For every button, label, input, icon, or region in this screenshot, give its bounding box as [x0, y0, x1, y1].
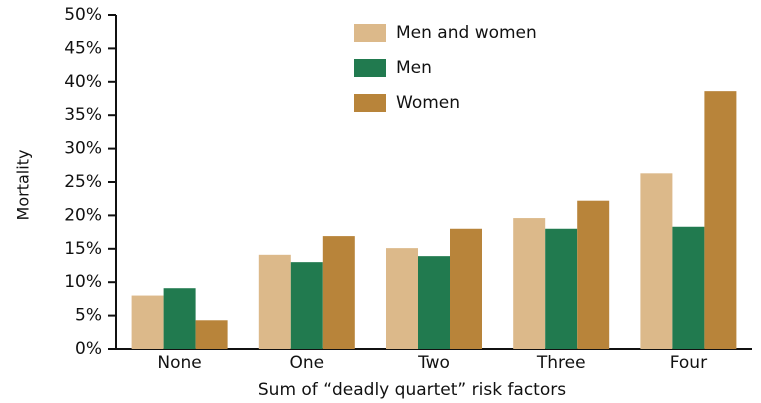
y-tick-label: 5% — [75, 306, 102, 326]
bar — [545, 228, 578, 349]
y-tick-label: 35% — [64, 105, 102, 125]
legend-swatch — [354, 24, 386, 42]
x-axis-title: Sum of “deadly quartet” risk factors — [258, 380, 566, 400]
legend-label: Women — [396, 93, 460, 113]
bar — [195, 320, 228, 349]
y-tick-label: 0% — [75, 339, 102, 359]
bar — [450, 228, 482, 349]
x-tick-label: Four — [670, 353, 707, 373]
legend-label: Men and women — [396, 23, 537, 43]
x-tick-label: Three — [536, 353, 586, 373]
y-tick-label: 50% — [64, 5, 102, 25]
y-tick-label: 40% — [64, 72, 102, 92]
y-tick-label: 25% — [64, 172, 102, 192]
bar — [131, 295, 164, 349]
x-tick-label: One — [289, 353, 324, 373]
bar — [513, 218, 546, 349]
x-tick-label: None — [157, 353, 201, 373]
bar — [418, 256, 450, 349]
bar — [163, 288, 196, 349]
legend-label: Men — [396, 58, 432, 78]
bar — [290, 262, 323, 349]
legend-swatch — [354, 59, 386, 77]
y-axis-title: Mortality — [14, 150, 33, 221]
bar — [704, 91, 737, 349]
y-tick-label: 45% — [64, 38, 102, 58]
bar — [640, 173, 673, 349]
bar — [672, 226, 705, 349]
y-tick-label: 20% — [64, 205, 102, 225]
y-tick-label: 30% — [64, 139, 102, 159]
bar — [577, 200, 610, 349]
bar — [386, 248, 418, 349]
y-tick-label: 10% — [64, 272, 102, 292]
bar — [258, 254, 291, 349]
y-tick-label: 15% — [64, 239, 102, 259]
bar — [322, 236, 355, 349]
legend-swatch — [354, 94, 386, 112]
x-tick-label: Two — [417, 353, 450, 373]
